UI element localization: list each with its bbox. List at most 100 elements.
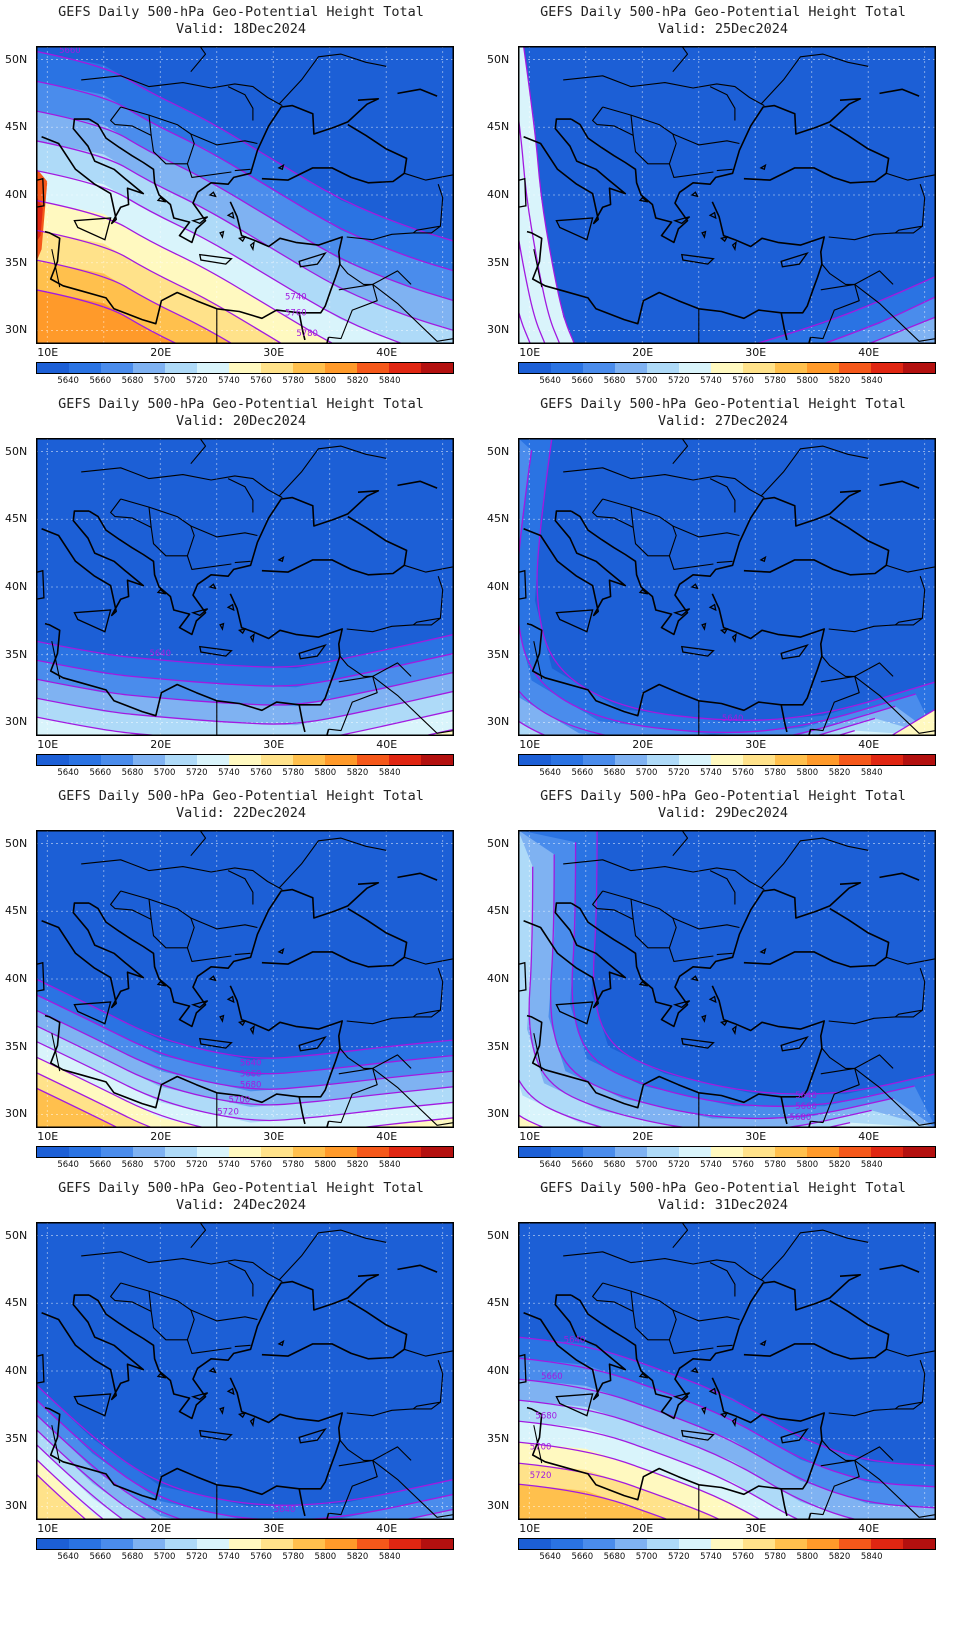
colorbar-swatch [711,1147,743,1157]
colorbar-label: 5660 [89,1160,112,1170]
colorbar-label: 5740 [218,376,240,386]
island-outline [36,1353,45,1384]
lon-tick-label: 10E [37,346,59,359]
country-border [563,75,765,107]
colorbar-label: 5640 [539,376,561,386]
colorbar-label: 5820 [828,768,851,778]
island-outline [219,1014,225,1023]
colorbar-label: 5800 [314,1160,337,1170]
island-outline [190,1392,209,1401]
island-outline [731,240,737,252]
colorbar-swatch [775,1147,807,1157]
country-border [672,1222,689,1249]
country-border [404,1348,454,1357]
colorbar-swatch [679,1539,711,1549]
contour-line [518,1336,936,1467]
island-outline [680,1429,715,1441]
island-outline [708,211,717,220]
country-border [148,1291,232,1354]
colorbar-swatch [839,1147,871,1157]
colorbar-swatch [133,363,165,373]
island-outline [156,1372,167,1379]
country-border [328,1067,378,1124]
coastline [526,985,825,1109]
contour-line [36,229,284,344]
country-border [404,564,454,573]
lon-tick-label: 20E [150,1130,172,1143]
lat-tick-label: 40N [5,1364,28,1377]
colorbar-swatch [261,755,293,765]
colorbar-swatch [519,1539,551,1549]
country-border [278,837,387,889]
panel-title: GEFS Daily 500-hPa Geo-Potential Height … [58,1180,424,1196]
lat-tick-label: 35N [487,1039,510,1053]
colorbar-swatch [133,1147,165,1157]
island-outline [73,1393,112,1417]
colorbar-label: 5760 [732,768,754,778]
coastline [397,480,438,489]
colorbar-label: 5820 [828,1552,851,1562]
country-border [602,1282,740,1322]
island-outline [518,1353,527,1384]
country-border [821,263,894,285]
colorbar-label: 5660 [571,768,594,778]
lon-tick-label: 10E [519,346,541,359]
lat-tick-label: 35N [487,255,510,269]
country-border [563,467,765,499]
colorbar-swatch [839,363,871,373]
colorbar-swatch [871,755,903,765]
country-border [563,1251,765,1283]
colorbar-swatch [775,363,807,373]
colorbar-swatch [357,755,389,765]
coastline [44,201,343,325]
colorbar-label: 5640 [539,1160,561,1170]
country-border [716,560,733,564]
country-border [668,917,677,948]
lat-tick-label: 35N [5,1039,28,1053]
panel-title: GEFS Daily 500-hPa Geo-Potential Height … [540,396,906,412]
colorbar-label: 5700 [153,1160,176,1170]
country-border [592,1282,634,1312]
colorbar-label: 5720 [185,768,208,778]
height-map [518,46,936,344]
colorbar-swatch [293,1147,325,1157]
coastline [261,1299,408,1360]
colorbar-swatch [711,363,743,373]
country-border [821,655,894,677]
lat-tick-label: 35N [5,1431,28,1445]
colorbar-label: 5800 [796,768,819,778]
height-band [36,289,454,344]
colorbar-swatch [615,363,647,373]
colorbar-swatch [229,1147,261,1157]
island-outline [298,1035,327,1052]
country-border [854,675,936,734]
coastline [41,1294,145,1401]
colorbar-label: 5720 [185,376,208,386]
island-outline [780,251,809,268]
country-border [630,115,714,178]
colorbar-label: 5800 [796,1552,819,1562]
colorbar-label: 5640 [57,1160,79,1170]
contour-line [36,690,454,725]
lon-tick-label: 10E [519,738,541,751]
country-border [346,1401,441,1417]
colorbar-label: 5680 [603,1552,626,1562]
country-border [894,968,926,1018]
island-outline [36,961,45,992]
colorbar-label: 5820 [828,1160,851,1170]
map-panel: GEFS Daily 500-hPa Geo-Potential Height … [0,392,482,802]
colorbar-label: 5720 [667,768,690,778]
country-border [760,445,869,497]
colorbar-label: 5720 [667,376,690,386]
map-frame [518,46,936,344]
island-outline [73,609,112,633]
country-border [404,172,454,181]
colorbar-label: 5780 [282,376,305,386]
country-border [346,1009,441,1025]
country-border [630,507,714,570]
coastline [743,123,890,184]
colorbar-swatch [583,363,615,373]
lat-tick-label: 30N [487,323,510,337]
country-border [412,968,444,1018]
lon-tick-label: 30E [745,346,767,359]
